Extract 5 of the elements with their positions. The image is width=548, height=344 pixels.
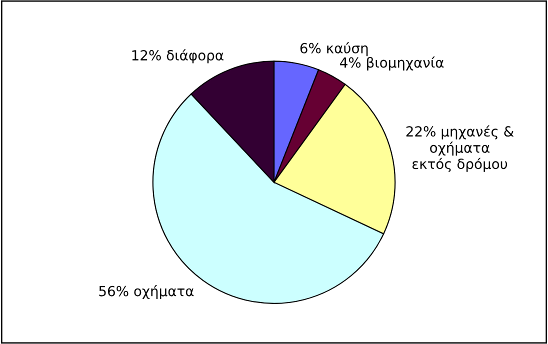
slice-label: 22% μηχανές & οχήματα εκτός δρόμου: [406, 125, 514, 172]
slice-label: 6% καύση: [300, 42, 368, 56]
slice-label: 4% βιομηχανία: [340, 56, 444, 70]
text: 56% οχήματα: [99, 285, 194, 300]
slice-label: 12% διάφορα: [132, 49, 224, 64]
